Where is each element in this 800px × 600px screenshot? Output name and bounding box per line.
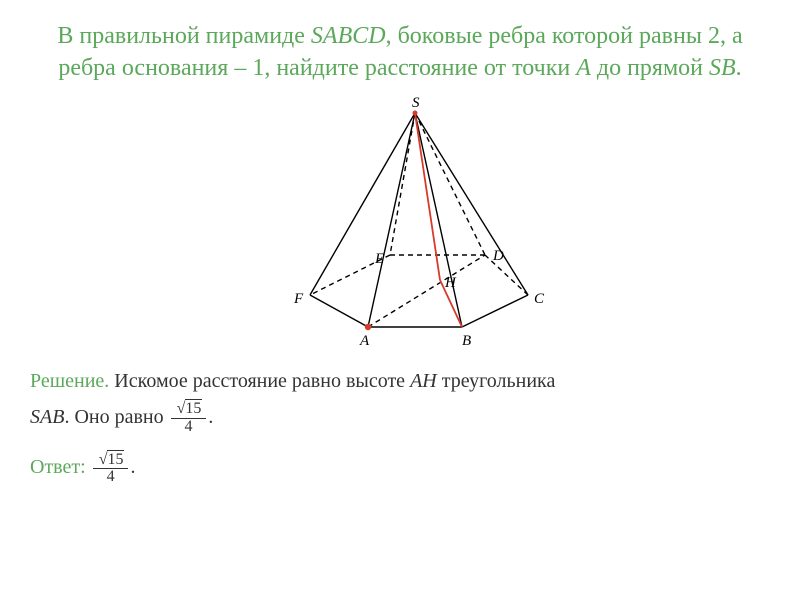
answer-label: Ответ: <box>30 456 86 478</box>
pyramid-diagram: S A B C D E F H <box>240 95 560 355</box>
problem-pyramid-name: SABCD <box>311 23 386 49</box>
problem-line-SB: SB <box>709 55 736 81</box>
problem-text-1: В правильной пирамиде <box>57 23 311 49</box>
svg-text:S: S <box>412 95 420 111</box>
solution-fraction: 15 4 <box>171 401 207 436</box>
problem-text-7: . <box>736 55 742 81</box>
svg-text:E: E <box>374 251 384 267</box>
problem-text-5: до прямой <box>591 55 709 81</box>
answer-fraction: 15 4 <box>93 452 129 487</box>
problem-point-A: A <box>576 55 591 81</box>
solution-triangle: SAB <box>30 406 64 428</box>
solution-denominator: 4 <box>171 419 207 436</box>
answer-radicand: 15 <box>107 450 124 468</box>
diagram-container: S A B C D E F H <box>30 95 770 355</box>
solution-text: Решение. Искомое расстояние равно высоте… <box>30 363 770 436</box>
svg-text:C: C <box>534 291 545 307</box>
solution-height: AH <box>410 370 437 392</box>
solution-part2: треугольника <box>437 370 556 392</box>
svg-text:B: B <box>462 333 471 349</box>
solution-radicand: 15 <box>185 399 202 417</box>
problem-statement: В правильной пирамиде SABCD, боковые реб… <box>30 20 770 85</box>
svg-text:H: H <box>444 275 457 291</box>
answer-line: Ответ: 15 4 . <box>30 449 770 486</box>
solution-prefix: Решение. <box>30 370 109 392</box>
svg-text:D: D <box>492 248 504 264</box>
solution-part3: . Оно равно <box>64 406 163 428</box>
svg-text:A: A <box>359 333 370 349</box>
answer-denominator: 4 <box>93 469 129 486</box>
solution-part1: Искомое расстояние равно высоте <box>109 370 410 392</box>
svg-text:F: F <box>293 291 304 307</box>
solution-period: . <box>208 406 213 428</box>
answer-period: . <box>130 456 135 478</box>
